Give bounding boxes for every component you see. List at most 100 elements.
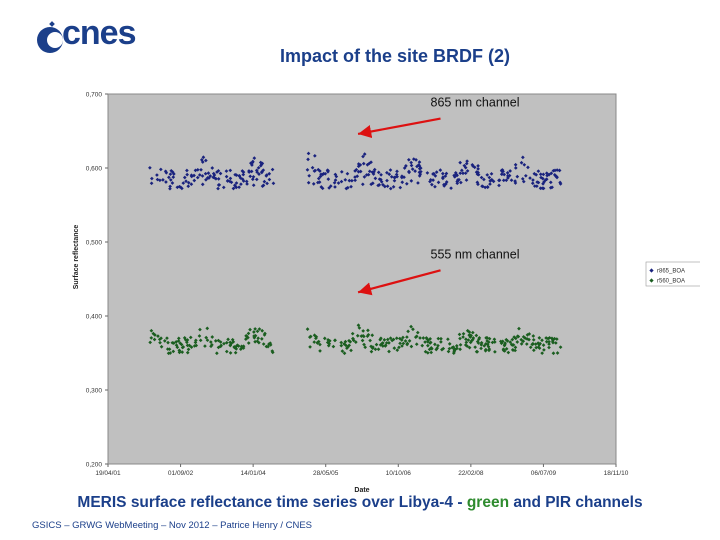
data-point (234, 181, 239, 185)
data-point (186, 347, 191, 352)
data-point (400, 344, 404, 348)
data-point (241, 172, 246, 177)
data-point (418, 172, 423, 176)
data-point (153, 333, 157, 337)
cnes-logo (37, 21, 63, 53)
data-point (487, 348, 491, 353)
data-point (376, 347, 381, 352)
data-point (360, 182, 365, 187)
caption-part2: and (509, 494, 546, 511)
data-point (492, 340, 497, 344)
data-point (318, 349, 322, 353)
annotation-label: 865 nm channel (431, 96, 520, 110)
data-point (248, 174, 253, 179)
data-point (355, 174, 360, 179)
data-point (362, 342, 366, 347)
data-point (336, 181, 341, 185)
data-point (164, 180, 168, 184)
data-point (240, 177, 245, 182)
data-point (513, 166, 518, 170)
data-point (476, 167, 480, 171)
data-point (510, 337, 515, 342)
data-point (447, 346, 452, 351)
data-point (401, 341, 406, 346)
data-point (425, 351, 430, 355)
data-point (380, 341, 384, 346)
data-point (415, 330, 420, 335)
data-point (361, 333, 365, 338)
data-point (259, 170, 264, 175)
data-point (268, 341, 273, 346)
data-point (409, 344, 414, 349)
data-point (158, 178, 162, 183)
data-point (194, 338, 198, 343)
data-point (264, 174, 269, 178)
data-point (339, 169, 344, 174)
data-point (180, 186, 184, 191)
data-point (257, 327, 262, 331)
data-point (366, 172, 371, 177)
data-point (237, 174, 242, 178)
data-point (264, 344, 269, 349)
data-point (373, 347, 378, 352)
data-point (320, 186, 325, 191)
data-point (411, 327, 415, 332)
data-point (249, 169, 254, 174)
data-point (228, 168, 233, 173)
data-point (270, 349, 275, 353)
data-point (470, 330, 475, 335)
y-tick-label: 0,700 (86, 92, 103, 99)
data-point (467, 330, 472, 334)
data-point (433, 174, 438, 178)
data-point (377, 177, 382, 182)
data-point (316, 167, 321, 172)
data-point (461, 171, 465, 176)
data-point (451, 351, 456, 356)
data-point (347, 338, 351, 343)
data-point (547, 339, 551, 344)
data-point (216, 345, 221, 350)
data-point (313, 168, 318, 173)
data-point (519, 342, 524, 346)
data-point (261, 342, 266, 346)
data-point (387, 172, 392, 177)
data-point (457, 332, 462, 337)
legend: r865_BOA r560_BOA (645, 261, 700, 287)
data-point (423, 340, 427, 344)
data-point (205, 326, 210, 331)
data-point (203, 344, 207, 348)
data-point (373, 176, 378, 181)
x-tick-label: 14/01/04 (240, 470, 266, 477)
data-point (502, 342, 507, 347)
data-point (458, 336, 462, 341)
y-tick-label: 0,300 (86, 388, 103, 395)
data-point (228, 176, 233, 181)
data-point (176, 336, 181, 341)
data-point (507, 173, 512, 178)
data-point (390, 338, 394, 343)
data-point (246, 341, 251, 345)
data-point (182, 175, 187, 180)
data-point (253, 327, 257, 331)
data-point (361, 161, 366, 166)
data-point (511, 348, 515, 353)
data-point (349, 184, 353, 189)
data-point (450, 345, 455, 350)
data-point (517, 326, 521, 331)
caption-part1: MERIS surface reflectance time series ov… (77, 494, 467, 511)
data-point (365, 334, 370, 339)
data-point (471, 164, 475, 168)
data-point (468, 340, 473, 345)
data-point (430, 346, 434, 351)
data-point (323, 171, 328, 176)
data-point (325, 340, 330, 345)
data-point (327, 186, 331, 190)
x-tick-label: 19/04/01 (95, 470, 121, 477)
data-point (487, 175, 492, 180)
data-point (462, 163, 467, 168)
data-point (200, 174, 205, 178)
page-title: Impact of the site BRDF (2) (280, 46, 511, 66)
data-point (485, 185, 490, 190)
data-point (210, 166, 215, 170)
data-point (402, 166, 407, 170)
